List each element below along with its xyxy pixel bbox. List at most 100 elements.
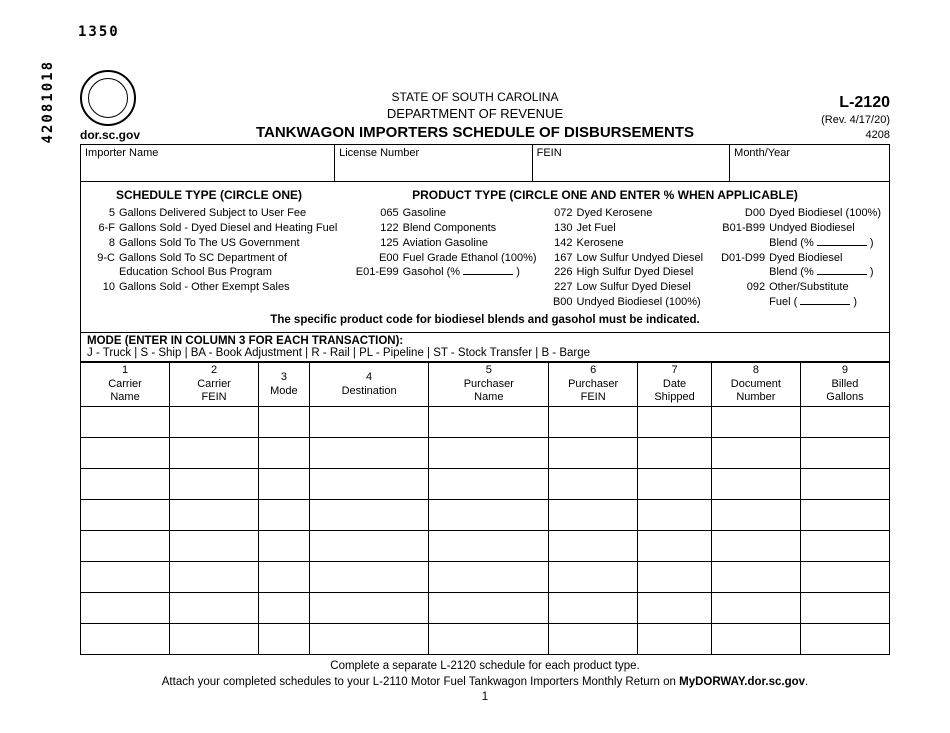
table-cell[interactable] — [638, 500, 712, 531]
table-cell[interactable] — [711, 624, 800, 655]
table-cell[interactable] — [81, 562, 170, 593]
table-cell[interactable] — [800, 562, 889, 593]
table-cell[interactable] — [549, 562, 638, 593]
table-cell[interactable] — [170, 562, 259, 593]
table-cell[interactable] — [429, 438, 549, 469]
table-cell[interactable] — [259, 469, 310, 500]
table-cell[interactable] — [711, 562, 800, 593]
table-cell[interactable] — [170, 593, 259, 624]
table-cell[interactable] — [711, 407, 800, 438]
fein-field[interactable]: FEIN — [533, 145, 731, 181]
table-cell[interactable] — [259, 562, 310, 593]
table-cell[interactable] — [170, 438, 259, 469]
table-cell[interactable] — [259, 500, 310, 531]
table-cell[interactable] — [81, 438, 170, 469]
table-cell[interactable] — [429, 624, 549, 655]
table-row[interactable] — [81, 407, 890, 438]
table-cell[interactable] — [81, 531, 170, 562]
table-cell[interactable] — [429, 562, 549, 593]
table-cell[interactable] — [81, 624, 170, 655]
table-cell[interactable] — [638, 438, 712, 469]
table-cell[interactable] — [800, 438, 889, 469]
table-cell[interactable] — [170, 531, 259, 562]
table-cell[interactable] — [638, 407, 712, 438]
table-cell[interactable] — [309, 562, 429, 593]
table-cell[interactable] — [549, 500, 638, 531]
table-cell[interactable] — [170, 500, 259, 531]
table-cell[interactable] — [429, 593, 549, 624]
table-cell[interactable] — [800, 531, 889, 562]
table-row[interactable] — [81, 562, 890, 593]
product-type-row: B01-B99Undyed Biodiesel — [709, 221, 881, 236]
table-cell[interactable] — [81, 500, 170, 531]
mode-legend: J - Truck | S - Ship | BA - Book Adjustm… — [87, 347, 590, 359]
table-cell[interactable] — [549, 593, 638, 624]
product-type-row: Blend (% ) — [709, 236, 881, 251]
table-cell[interactable] — [711, 469, 800, 500]
table-cell[interactable] — [638, 624, 712, 655]
table-cell[interactable] — [549, 438, 638, 469]
schedule-type-heading: SCHEDULE TYPE (CIRCLE ONE) — [89, 188, 329, 202]
table-cell[interactable] — [259, 593, 310, 624]
product-types-list: 065Gasoline122Blend Components125Aviatio… — [347, 206, 881, 310]
month-year-field[interactable]: Month/Year — [730, 145, 889, 181]
schedule-type-row: Education School Bus Program — [89, 265, 347, 280]
barcode-side: 42081018 — [40, 60, 56, 143]
table-cell[interactable] — [309, 593, 429, 624]
table-cell[interactable] — [81, 593, 170, 624]
table-row[interactable] — [81, 438, 890, 469]
footer: Complete a separate L-2120 schedule for … — [80, 659, 890, 706]
table-row[interactable] — [81, 593, 890, 624]
table-cell[interactable] — [170, 624, 259, 655]
table-cell[interactable] — [711, 438, 800, 469]
table-cell[interactable] — [711, 593, 800, 624]
table-cell[interactable] — [549, 407, 638, 438]
table-row[interactable] — [81, 469, 890, 500]
table-cell[interactable] — [309, 407, 429, 438]
importer-name-field[interactable]: Importer Name — [81, 145, 335, 181]
table-cell[interactable] — [259, 531, 310, 562]
column-header: 3Mode — [259, 362, 310, 406]
schedule-type-row: 10Gallons Sold - Other Exempt Sales — [89, 280, 347, 295]
table-cell[interactable] — [259, 407, 310, 438]
product-type-row: 226High Sulfur Dyed Diesel — [543, 265, 704, 280]
schedule-type-row: 9-CGallons Sold To SC Department of — [89, 251, 347, 266]
table-cell[interactable] — [309, 438, 429, 469]
table-cell[interactable] — [170, 407, 259, 438]
table-cell[interactable] — [638, 469, 712, 500]
product-type-row: Fuel ( ) — [709, 295, 881, 310]
table-cell[interactable] — [309, 531, 429, 562]
table-cell[interactable] — [711, 531, 800, 562]
table-cell[interactable] — [800, 593, 889, 624]
table-row[interactable] — [81, 624, 890, 655]
table-cell[interactable] — [429, 500, 549, 531]
table-cell[interactable] — [549, 531, 638, 562]
table-row[interactable] — [81, 531, 890, 562]
table-cell[interactable] — [309, 469, 429, 500]
table-cell[interactable] — [549, 469, 638, 500]
table-row[interactable] — [81, 500, 890, 531]
table-cell[interactable] — [309, 624, 429, 655]
footer-mydorway: MyDORWAY.dor.sc.gov — [679, 676, 805, 688]
table-cell[interactable] — [638, 562, 712, 593]
table-cell[interactable] — [429, 407, 549, 438]
table-cell[interactable] — [170, 469, 259, 500]
table-cell[interactable] — [638, 531, 712, 562]
table-cell[interactable] — [638, 593, 712, 624]
table-cell[interactable] — [259, 624, 310, 655]
table-cell[interactable] — [429, 531, 549, 562]
table-cell[interactable] — [800, 469, 889, 500]
table-cell[interactable] — [711, 500, 800, 531]
table-cell[interactable] — [81, 469, 170, 500]
department-name: DEPARTMENT OF REVENUE — [190, 106, 760, 123]
table-cell[interactable] — [309, 500, 429, 531]
table-cell[interactable] — [81, 407, 170, 438]
table-cell[interactable] — [549, 624, 638, 655]
biodiesel-note: The specific product code for biodiesel … — [89, 310, 881, 326]
license-number-field[interactable]: License Number — [335, 145, 533, 181]
table-cell[interactable] — [800, 407, 889, 438]
table-cell[interactable] — [429, 469, 549, 500]
table-cell[interactable] — [800, 624, 889, 655]
table-cell[interactable] — [800, 500, 889, 531]
table-cell[interactable] — [259, 438, 310, 469]
